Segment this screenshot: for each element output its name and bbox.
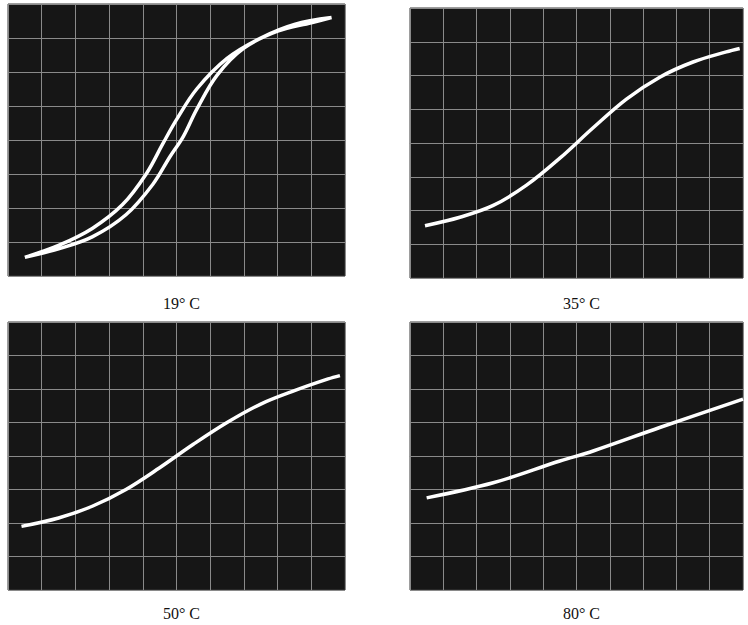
svg-text:35° C: 35° C [563,295,600,312]
svg-text:80° C: 80° C [563,605,600,622]
svg-text:50° C: 50° C [163,605,200,622]
svg-text:19° C: 19° C [163,295,200,312]
